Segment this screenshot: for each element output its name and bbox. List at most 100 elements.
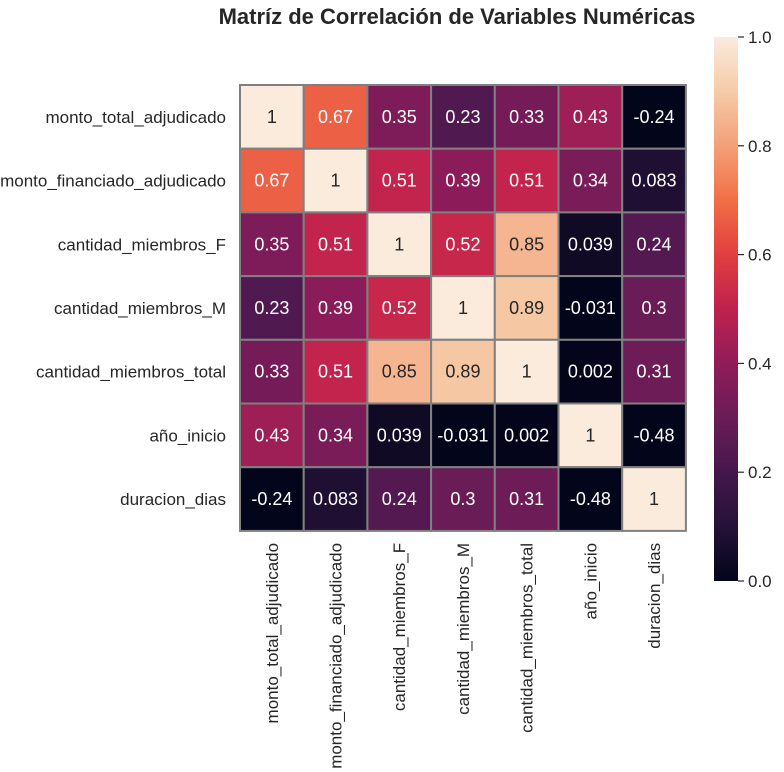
cell-value-label-r6-c4: 0.31 xyxy=(509,489,544,509)
heatmap-cell-r5-c6 xyxy=(621,402,687,469)
cell-value-label-r0-c5: 0.43 xyxy=(573,107,608,127)
y-tick-label-duracion-dias: duracion_dias xyxy=(120,490,226,509)
cell-value-label-r2-c0: 0.35 xyxy=(254,234,289,254)
cell-value-label-r1-c0: 0.67 xyxy=(254,171,289,191)
heatmap-cell-r2-c2 xyxy=(366,211,433,278)
cell-value-label-r5-c5: 1 xyxy=(585,425,595,445)
heatmap-cell-r5-c0 xyxy=(239,402,305,469)
cell-value-label-r1-c4: 0.51 xyxy=(509,171,544,191)
heatmap-cell-r2-c4 xyxy=(493,211,560,278)
x-tick-label-duracion-dias: duracion_dias xyxy=(645,543,664,649)
cell-value-label-r4-c2: 0.85 xyxy=(382,362,417,382)
cell-value-label-r4-c0: 0.33 xyxy=(254,362,289,382)
cell-value-label-r2-c4: 0.85 xyxy=(509,234,544,254)
cell-value-label-r0-c1: 0.67 xyxy=(318,107,353,127)
colorbar-tick-label: 0.0 xyxy=(748,572,772,591)
cell-value-label-r5-c4: 0.002 xyxy=(504,425,549,445)
cell-value-label-r3-c5: -0.031 xyxy=(565,298,616,318)
chart-title: Matríz de Correlación de Variables Numér… xyxy=(219,4,696,29)
cell-value-label-r1-c5: 0.34 xyxy=(573,171,608,191)
cell-value-label-r5-c0: 0.43 xyxy=(254,425,289,445)
cell-value-label-r2-c5: 0.039 xyxy=(568,234,613,254)
cell-value-label-r3-c1: 0.39 xyxy=(318,298,353,318)
heatmap-cell-r0-c1 xyxy=(302,84,369,150)
cell-value-label-r1-c3: 0.39 xyxy=(445,171,480,191)
cell-value-label-r2-c3: 0.52 xyxy=(445,234,480,254)
cell-value-label-r0-c4: 0.33 xyxy=(509,107,544,127)
heatmap-cell-r1-c0 xyxy=(239,147,305,214)
heatmap-cell-r2-c5 xyxy=(557,211,624,278)
cell-value-label-r0-c3: 0.23 xyxy=(445,107,480,127)
heatmap-cell-r6-c3 xyxy=(430,466,496,532)
x-tick-label-cantidad-miembros-m: cantidad_miembros_M xyxy=(454,543,473,715)
cell-value-label-r6-c1: 0.083 xyxy=(313,489,358,509)
colorbar-tick-label: 0.8 xyxy=(748,137,772,156)
cell-value-label-r1-c2: 0.51 xyxy=(382,171,417,191)
y-tick-label-cantidad-miembros-f: cantidad_miembros_F xyxy=(58,235,226,254)
cell-value-label-r6-c2: 0.24 xyxy=(382,489,417,509)
x-tick-label-cantidad-miembros-f: cantidad_miembros_F xyxy=(390,543,409,711)
heatmap-cell-r4-c2 xyxy=(366,338,433,405)
cell-value-label-r5-c2: 0.039 xyxy=(377,425,422,445)
heatmap-cell-r0-c5 xyxy=(557,84,624,150)
heatmap-cell-r3-c1 xyxy=(302,275,369,341)
cell-value-label-r4-c5: 0.002 xyxy=(568,362,613,382)
x-tick-label-monto-financiado-adjudicado: monto_financiado_adjudicado xyxy=(327,543,346,769)
colorbar-tick-label: 0.6 xyxy=(748,246,772,265)
heatmap-cell-labels: 1 0.67 0.35 0.23 0.33 0.43 -0.24 0.67 1 0.51 0.39 0… xyxy=(251,107,676,509)
cell-value-label-r2-c1: 0.51 xyxy=(318,234,353,254)
cell-value-label-r3-c4: 0.89 xyxy=(509,298,544,318)
y-axis-tick-labels: monto_total_adjudicado monto_financiado_a… xyxy=(0,108,226,509)
cell-value-label-r5-c1: 0.34 xyxy=(318,425,353,445)
cell-value-label-r1-c1: 1 xyxy=(331,171,341,191)
cell-value-label-r5-c3: -0.031 xyxy=(437,425,488,445)
cell-value-label-r2-c6: 0.24 xyxy=(637,234,672,254)
heatmap-cell-r6-c6 xyxy=(621,466,687,532)
cell-value-label-r6-c3: 0.3 xyxy=(450,489,475,509)
x-tick-label-monto-total-adjudicado: monto_total_adjudicado xyxy=(263,543,282,724)
cell-value-label-r0-c2: 0.35 xyxy=(382,107,417,127)
x-tick-label-cantidad-miembros-total: cantidad_miembros_total xyxy=(518,543,537,733)
heatmap-cell-r1-c4 xyxy=(493,147,560,214)
y-tick-label-cantidad-miembros-total: cantidad_miembros_total xyxy=(36,363,226,382)
heatmap-cell-r3-c5 xyxy=(557,275,624,341)
cell-value-label-r0-c0: 1 xyxy=(267,107,277,127)
y-tick-label-monto-total-adjudicado: monto_total_adjudicado xyxy=(45,108,226,127)
y-tick-label-a-o-inicio: año_inicio xyxy=(149,426,226,445)
colorbar-tick-label: 1.0 xyxy=(748,28,772,47)
heatmap-cell-r2-c6 xyxy=(621,211,687,278)
cell-value-label-r6-c0: -0.24 xyxy=(251,489,292,509)
y-tick-label-cantidad-miembros-m: cantidad_miembros_M xyxy=(54,299,226,318)
heatmap-cell-r6-c5 xyxy=(557,466,624,532)
colorbar-tick-label: 0.2 xyxy=(748,463,772,482)
cell-value-label-r3-c2: 0.52 xyxy=(382,298,417,318)
heatmap-cell-r1-c6 xyxy=(621,147,687,214)
heatmap-cell-r4-c0 xyxy=(239,338,305,405)
y-tick-label-monto-financiado-adjudicado: monto_financiado_adjudicado xyxy=(0,172,226,191)
heatmap-cell-r0-c0 xyxy=(239,84,305,150)
heatmap-cell-r3-c0 xyxy=(239,275,305,341)
cell-value-label-r6-c5: -0.48 xyxy=(570,489,611,509)
x-tick-label-a-o-inicio: año_inicio xyxy=(581,543,600,620)
colorbar-gradient xyxy=(714,37,738,581)
x-axis-tick-labels: monto_total_adjudicado monto_financiado_a… xyxy=(263,543,664,769)
heatmap-cell-r6-c2 xyxy=(366,466,433,532)
cell-value-label-r5-c6: -0.48 xyxy=(634,425,675,445)
heatmap-cell-r2-c1 xyxy=(302,211,369,278)
heatmap-cell-r5-c1 xyxy=(302,402,369,469)
cell-value-label-r4-c1: 0.51 xyxy=(318,362,353,382)
cell-value-label-r3-c3: 1 xyxy=(458,298,468,318)
cell-value-label-r6-c6: 1 xyxy=(649,489,659,509)
heatmap-cells xyxy=(239,84,687,532)
cell-value-label-r3-c0: 0.23 xyxy=(254,298,289,318)
colorbar-tick-label: 0.4 xyxy=(748,354,772,373)
heatmap-cell-r1-c2 xyxy=(366,147,433,214)
cell-value-label-r3-c6: 0.3 xyxy=(642,298,667,318)
cell-value-label-r0-c6: -0.24 xyxy=(634,107,675,127)
colorbar: 0.0 0.2 0.4 0.6 0.8 1.0 xyxy=(714,28,772,591)
cell-value-label-r4-c4: 1 xyxy=(522,362,532,382)
cell-value-label-r4-c3: 0.89 xyxy=(445,362,480,382)
cell-value-label-r1-c6: 0.083 xyxy=(632,171,677,191)
heatmap-cell-r6-c4 xyxy=(493,466,560,532)
